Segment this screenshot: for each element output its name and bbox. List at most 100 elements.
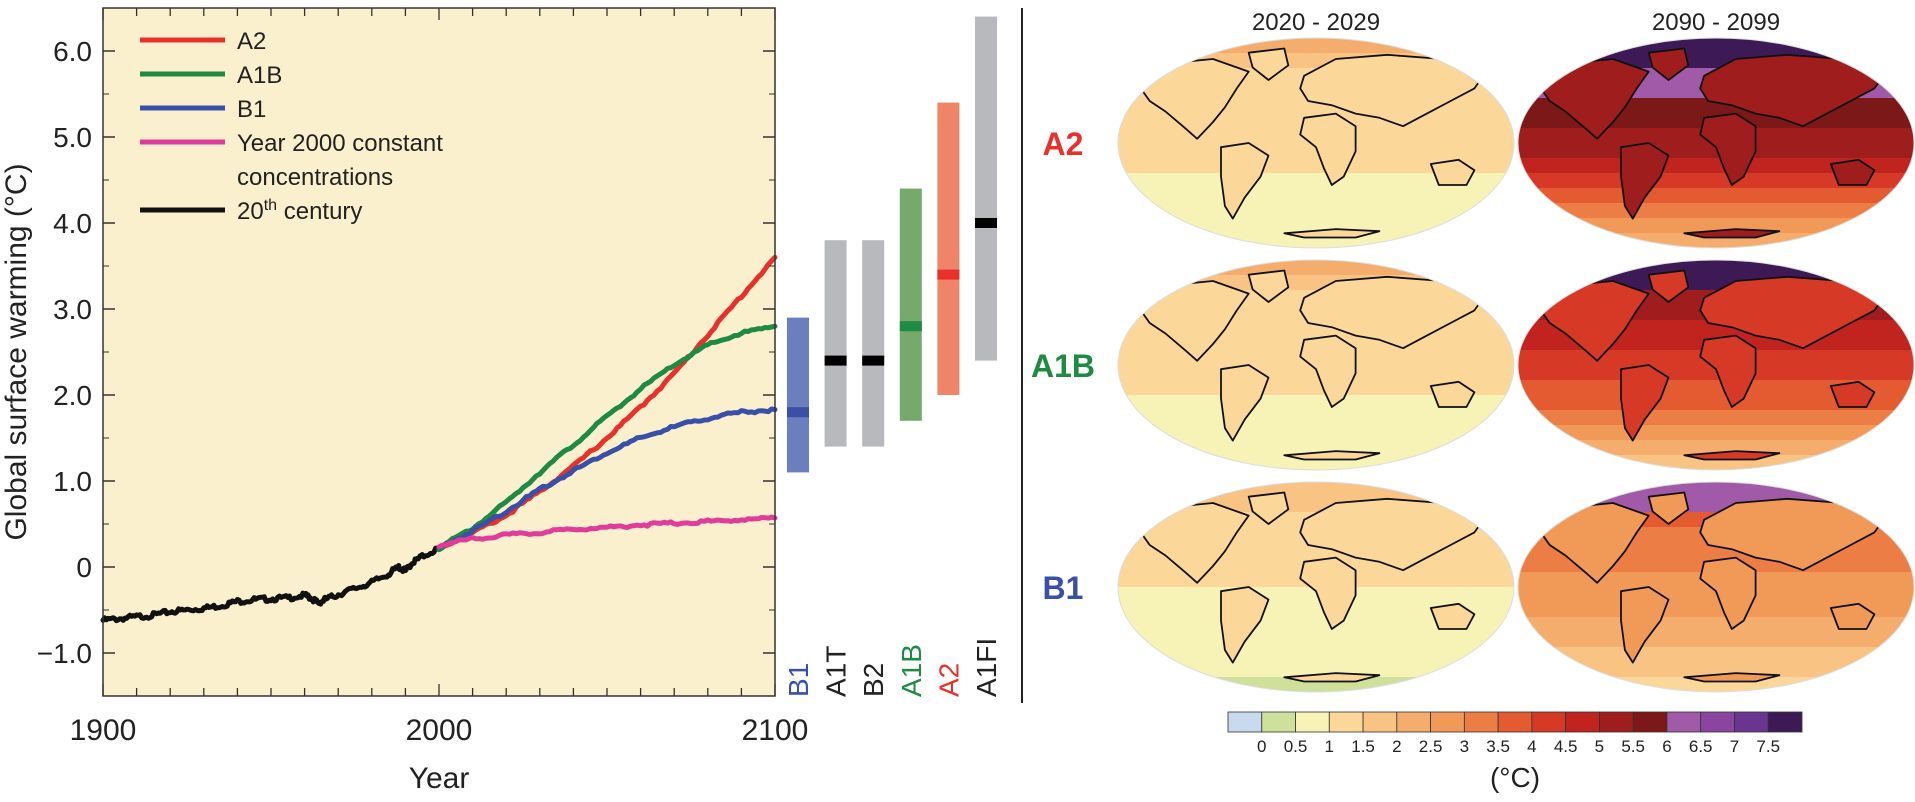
continent-outline — [1620, 586, 1670, 664]
continent-outline — [1247, 269, 1290, 303]
colorbar-swatch — [1328, 711, 1364, 733]
series-line — [436, 323, 778, 553]
map-border — [1517, 259, 1915, 471]
colorbar-swatch — [1734, 711, 1769, 733]
continent-outline — [1283, 672, 1381, 683]
continent-outline — [1699, 112, 1757, 186]
colorbar-swatch — [1767, 711, 1803, 733]
map-band — [1518, 380, 1914, 396]
range-bar — [862, 240, 885, 447]
map-fill — [1118, 260, 1514, 470]
x-tick-label: 2000 — [406, 714, 473, 747]
map-column-title: 2090 - 2099 — [1652, 9, 1780, 36]
colorbar-tick-label: 0.5 — [1284, 737, 1308, 756]
map-fill — [1518, 260, 1914, 470]
continent-outline — [1536, 58, 1650, 140]
bar-label: A1FI — [971, 638, 1002, 697]
legend: A2 A1B B1 Year 2000 constant concentrations 2… — [140, 28, 443, 225]
map-fill — [1118, 38, 1514, 248]
colorbar-swatch — [1261, 711, 1296, 733]
legend-label: 20th century — [237, 197, 362, 225]
continent-outline — [1299, 112, 1357, 186]
continent-outline — [1829, 380, 1876, 408]
colorbar-tick-label: 2 — [1392, 737, 1401, 756]
map-border — [1117, 481, 1515, 693]
continent-outline — [1136, 58, 1250, 140]
continent-outline — [1536, 280, 1650, 362]
bar-label: A1T — [821, 646, 852, 697]
map-border — [1517, 481, 1915, 693]
best-estimate-mark — [862, 355, 885, 366]
scenario-row-label: B1 — [1043, 570, 1084, 606]
legend-label: B1 — [237, 96, 266, 123]
map-band — [1118, 440, 1514, 456]
map-band — [1118, 38, 1514, 54]
best-estimate-mark — [975, 218, 997, 228]
continent-outline — [1299, 497, 1488, 572]
warming-map — [1117, 37, 1515, 249]
map-band — [1118, 203, 1514, 219]
y-tick-label: 3.0 — [53, 294, 92, 325]
legend-label-part: century — [277, 198, 362, 225]
colorbar-tick-label: 0 — [1257, 737, 1266, 756]
map-band — [1518, 218, 1914, 234]
map-border — [1117, 259, 1515, 471]
timeseries-panel: −1.0 0 1.0 2.0 3.0 4.0 5.0 6.0 1900 2000 2100 Yea… — [0, 7, 808, 795]
continent-outline — [1647, 269, 1690, 303]
continent-outline — [1299, 556, 1357, 630]
plot-background — [103, 8, 775, 696]
map-fill — [1118, 482, 1514, 692]
colorbar-swatch — [1430, 711, 1465, 733]
map-band — [1518, 203, 1914, 219]
map-band — [1118, 158, 1514, 174]
colorbar-tick-label: 4 — [1527, 737, 1536, 756]
x-tick-label: 1900 — [70, 714, 137, 747]
range-bar — [937, 102, 960, 395]
map-band — [1118, 602, 1514, 618]
colorbar-tick-label: 5 — [1595, 737, 1604, 756]
continent-outline — [1429, 158, 1476, 186]
map-band — [1518, 482, 1914, 498]
map-band — [1118, 632, 1514, 648]
scenario-range-bars: B1 A1T B2 A1B A2 A1FI — [783, 16, 1002, 697]
y-tick-label: 4.0 — [53, 208, 92, 239]
map-border — [1117, 37, 1515, 249]
map-fill — [1518, 482, 1914, 692]
map-band — [1518, 260, 1914, 276]
continent-outline — [1247, 47, 1290, 81]
continent-outline — [1683, 672, 1781, 683]
map-band — [1118, 425, 1514, 441]
colorbar-swatch — [1666, 711, 1702, 733]
map-band — [1118, 365, 1514, 381]
continent-outline — [1829, 602, 1876, 630]
colorbar-swatch — [1362, 711, 1398, 733]
best-estimate-mark — [824, 355, 847, 366]
y-tick-label: 2.0 — [53, 380, 92, 411]
map-band — [1118, 218, 1514, 234]
map-band — [1118, 380, 1514, 396]
range-bar — [975, 16, 997, 361]
map-band — [1518, 365, 1914, 381]
continent-outline — [1699, 53, 1888, 128]
map-band — [1518, 38, 1914, 54]
range-bar — [824, 240, 847, 447]
best-estimate-mark — [899, 321, 922, 332]
map-band — [1118, 395, 1514, 411]
map-band — [1518, 662, 1914, 678]
warming-maps-panel: A2 A1B B1 2020 - 2029 2090 - 2099 0 0.5 1 1.5 2 2.… — [1031, 9, 1915, 793]
map-band — [1518, 143, 1914, 159]
map-band — [1118, 482, 1514, 498]
map-band — [1118, 647, 1514, 663]
colorbar-tick-label: 1.5 — [1351, 737, 1375, 756]
map-column-title: 2020 - 2029 — [1252, 9, 1380, 36]
map-band — [1118, 410, 1514, 426]
continent-outline — [1299, 53, 1488, 128]
map-band — [1518, 410, 1914, 426]
map-band — [1518, 425, 1914, 441]
continent-outline — [1620, 142, 1670, 220]
warming-map — [1117, 481, 1515, 693]
map-band — [1118, 53, 1514, 69]
colorbar-tick-label: 3.5 — [1486, 737, 1510, 756]
